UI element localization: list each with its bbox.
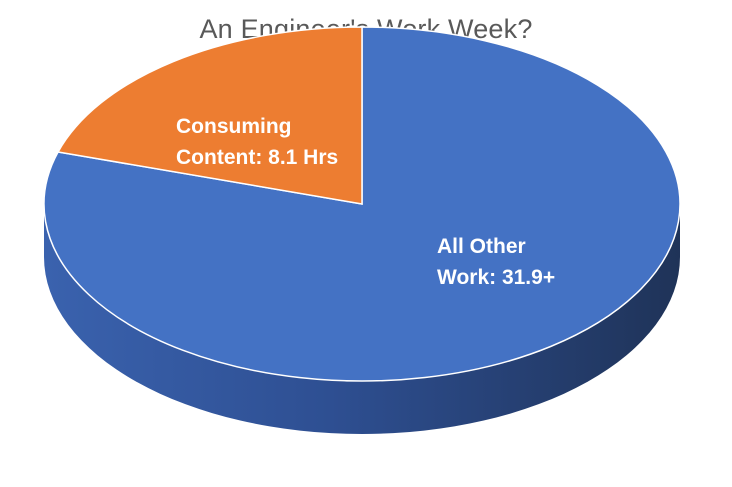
slice-label-all-other-work: All Other Work: 31.9+ (437, 235, 555, 289)
slice-label-consuming-line1: Consuming (176, 115, 292, 138)
slice-label-other-line1: All Other (437, 235, 526, 258)
slice-label-other-line2: Work: 31.9+ (437, 266, 555, 289)
pie-slice-consuming-content (56, 26, 363, 205)
pie-side-wall (44, 204, 680, 434)
slice-label-consuming-content: Consuming Content: 8.1 Hrs (176, 115, 338, 169)
slice-label-consuming-line2: Content: 8.1 Hrs (176, 146, 338, 169)
